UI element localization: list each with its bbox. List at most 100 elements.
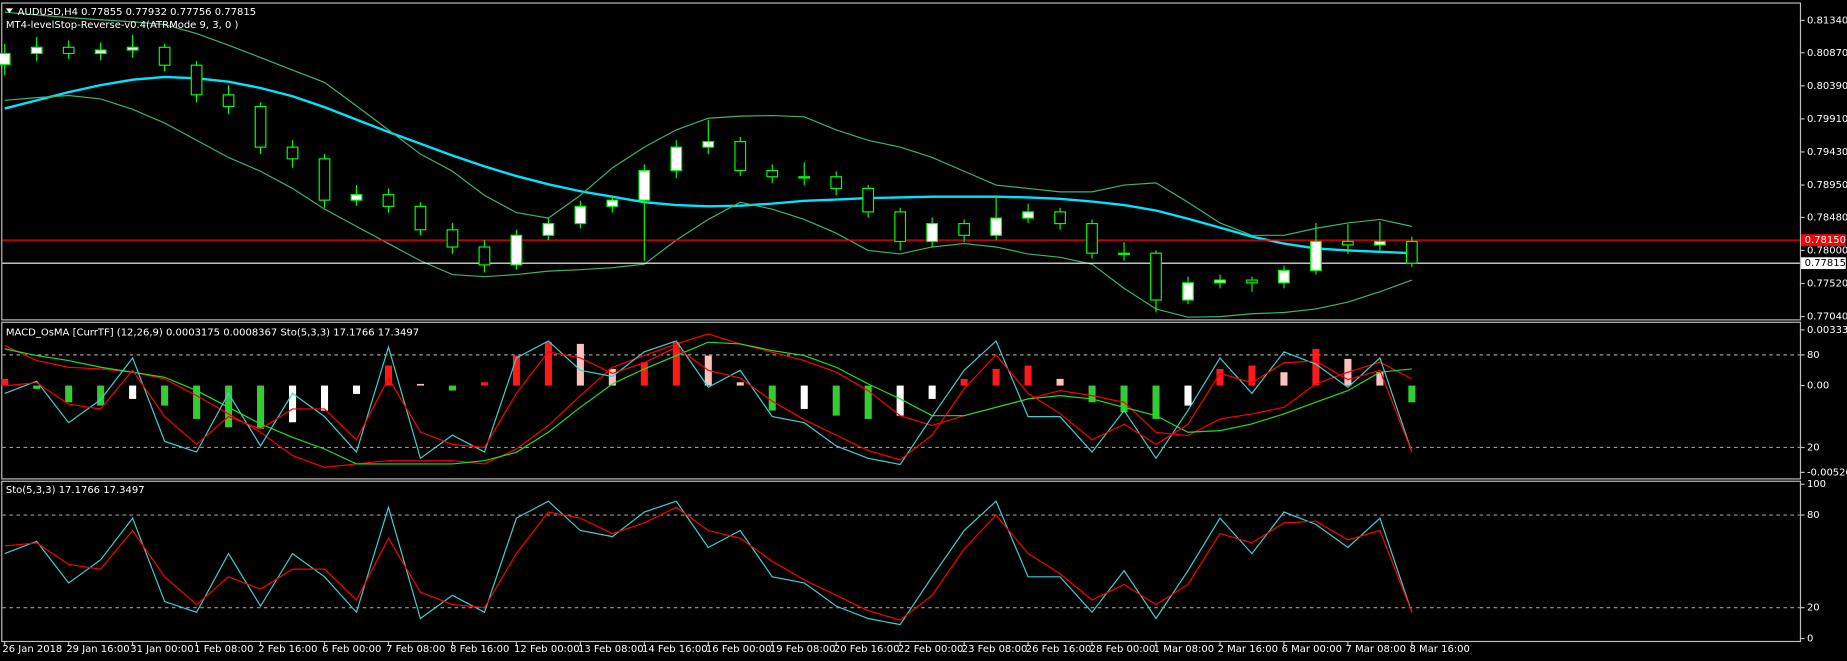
stochastic-title: Sto(5,3,3) 17.1766 17.3497 [6, 485, 145, 496]
x-tick-label: 7 Mar 08:00 [1346, 644, 1406, 655]
x-tick-label: 31 Jan 00:00 [130, 644, 193, 655]
histogram-bar [320, 385, 329, 411]
x-tick-label: 26 Feb 16:00 [1026, 644, 1092, 655]
histogram-bar [1120, 385, 1128, 413]
histogram-bar [864, 385, 872, 419]
y-tick-label: 80 [1807, 350, 1820, 361]
histogram-bar [576, 343, 584, 386]
histogram-bar [1088, 385, 1096, 403]
candle-body [830, 176, 843, 190]
candle-body [1342, 240, 1354, 246]
x-tick-label: 7 Feb 08:00 [386, 644, 445, 655]
histogram-bar [129, 385, 137, 399]
histogram-bar [1216, 368, 1224, 386]
x-tick-label: 6 Mar 00:00 [1282, 644, 1342, 655]
candle-body [510, 234, 523, 266]
moving-average [4, 75, 1412, 255]
histogram-bar [544, 342, 552, 386]
candle-body [446, 229, 459, 248]
candle-body [958, 222, 971, 236]
candle-body [1405, 240, 1418, 264]
x-tick-label: 29 Jan 16:00 [66, 644, 129, 655]
x-tick-label: 6 Feb 00:00 [322, 644, 381, 655]
candle-body [862, 187, 875, 213]
histogram-bar [736, 382, 744, 386]
histogram-bar [97, 385, 105, 406]
histogram-bar [1152, 385, 1160, 419]
price-label-box [1801, 234, 1846, 247]
x-tick-label: 16 Feb 00:00 [706, 644, 772, 655]
candle-body [414, 205, 427, 231]
histogram-bar [992, 368, 1000, 386]
histogram-bar [193, 385, 201, 419]
y-tick-label: 0.79430 [1807, 147, 1847, 158]
candle-body [0, 52, 11, 66]
histogram-bar [1312, 348, 1320, 386]
candle-body [1086, 222, 1098, 254]
histogram-bar [1, 378, 9, 386]
candle-body [190, 64, 203, 96]
candle-body [1182, 282, 1194, 301]
histogram-bar [928, 385, 936, 399]
histogram-bar [1376, 372, 1384, 386]
y-tick-label: 0.003339 [1807, 325, 1847, 336]
candle-body [606, 199, 619, 207]
candle-body [1374, 240, 1386, 246]
candle-body [126, 46, 139, 51]
plot-layer [0, 11, 1800, 626]
price-label: 0.77815 [1805, 258, 1846, 269]
candle-body [670, 146, 683, 172]
histogram-bar [1408, 385, 1416, 403]
x-tick-label: 22 Feb 00:00 [898, 644, 964, 655]
candle-body [1214, 279, 1226, 284]
price-panel-frame [1, 2, 1802, 321]
histogram-bar [896, 385, 904, 416]
histogram-bar [161, 385, 169, 406]
y-tick-label: 0.77520 [1807, 279, 1847, 290]
histogram-bar [512, 355, 520, 386]
candle-body [62, 46, 75, 55]
y-tick-label: 0.79910 [1807, 114, 1847, 125]
histogram-bar [640, 362, 648, 386]
histogram-bar [33, 385, 41, 389]
macd-title: MACD_OsMA [CurrTF] (12,26,9) 0.0003175 0… [6, 327, 419, 338]
x-tick-label: 19 Feb 08:00 [770, 644, 836, 655]
histogram-bar [257, 385, 265, 429]
histogram-bar [672, 342, 680, 386]
candle-body [734, 141, 747, 172]
candle-body [318, 158, 331, 201]
y-tick-label: 0.80870 [1807, 48, 1847, 59]
x-tick-label: 2 Feb 16:00 [258, 644, 317, 655]
histogram-bar [384, 365, 393, 386]
y-tick-label: 0.81340 [1807, 15, 1847, 26]
x-tick-label: 2 Mar 16:00 [1218, 644, 1278, 655]
x-tick-label: 1 Mar 08:00 [1154, 644, 1214, 655]
x-tick-label: 13 Feb 08:00 [578, 644, 644, 655]
candle-body [222, 94, 235, 108]
stochastic-panel-frame [1, 480, 1802, 643]
candle-body [1150, 252, 1162, 301]
y-tick-label: 100 [1807, 479, 1826, 490]
price-label-box [1801, 257, 1846, 270]
y-tick-label: 20 [1807, 442, 1820, 453]
candle-body [574, 205, 587, 225]
histogram-bar [1056, 378, 1064, 386]
x-tick-label: 28 Feb 00:00 [1090, 644, 1156, 655]
candle-body [702, 141, 715, 148]
histogram-bar [1248, 365, 1256, 386]
y-tick-label: 20 [1807, 603, 1820, 614]
y-tick-label: 0.80390 [1807, 81, 1847, 92]
y-tick-label: 0 [1807, 634, 1813, 645]
price-label: 0.78150 [1805, 235, 1846, 246]
candle-body [1118, 252, 1130, 255]
menu-arrow [5, 8, 13, 14]
histogram-bar [448, 385, 456, 391]
x-tick-label: 8 Mar 16:00 [1410, 644, 1470, 655]
candle-body [926, 222, 939, 243]
candle-body [638, 169, 651, 201]
candle-body [1246, 279, 1258, 284]
indicator-title: MT4-levelStop-Reverse-v0.4(ATRMode 9, 3,… [6, 20, 239, 31]
y-tick-label: 0.78950 [1807, 180, 1847, 191]
